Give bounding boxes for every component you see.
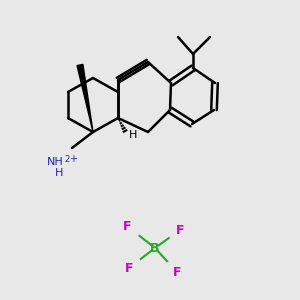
Text: H: H	[129, 130, 137, 140]
Text: B: B	[150, 242, 160, 254]
Text: +: +	[69, 154, 77, 164]
Polygon shape	[77, 64, 93, 132]
Text: F: F	[173, 266, 181, 278]
Text: F: F	[125, 262, 133, 275]
Text: 2: 2	[64, 154, 70, 164]
Text: NH: NH	[46, 157, 63, 167]
Text: F: F	[176, 224, 184, 236]
Text: F: F	[123, 220, 131, 232]
Text: H: H	[55, 168, 63, 178]
